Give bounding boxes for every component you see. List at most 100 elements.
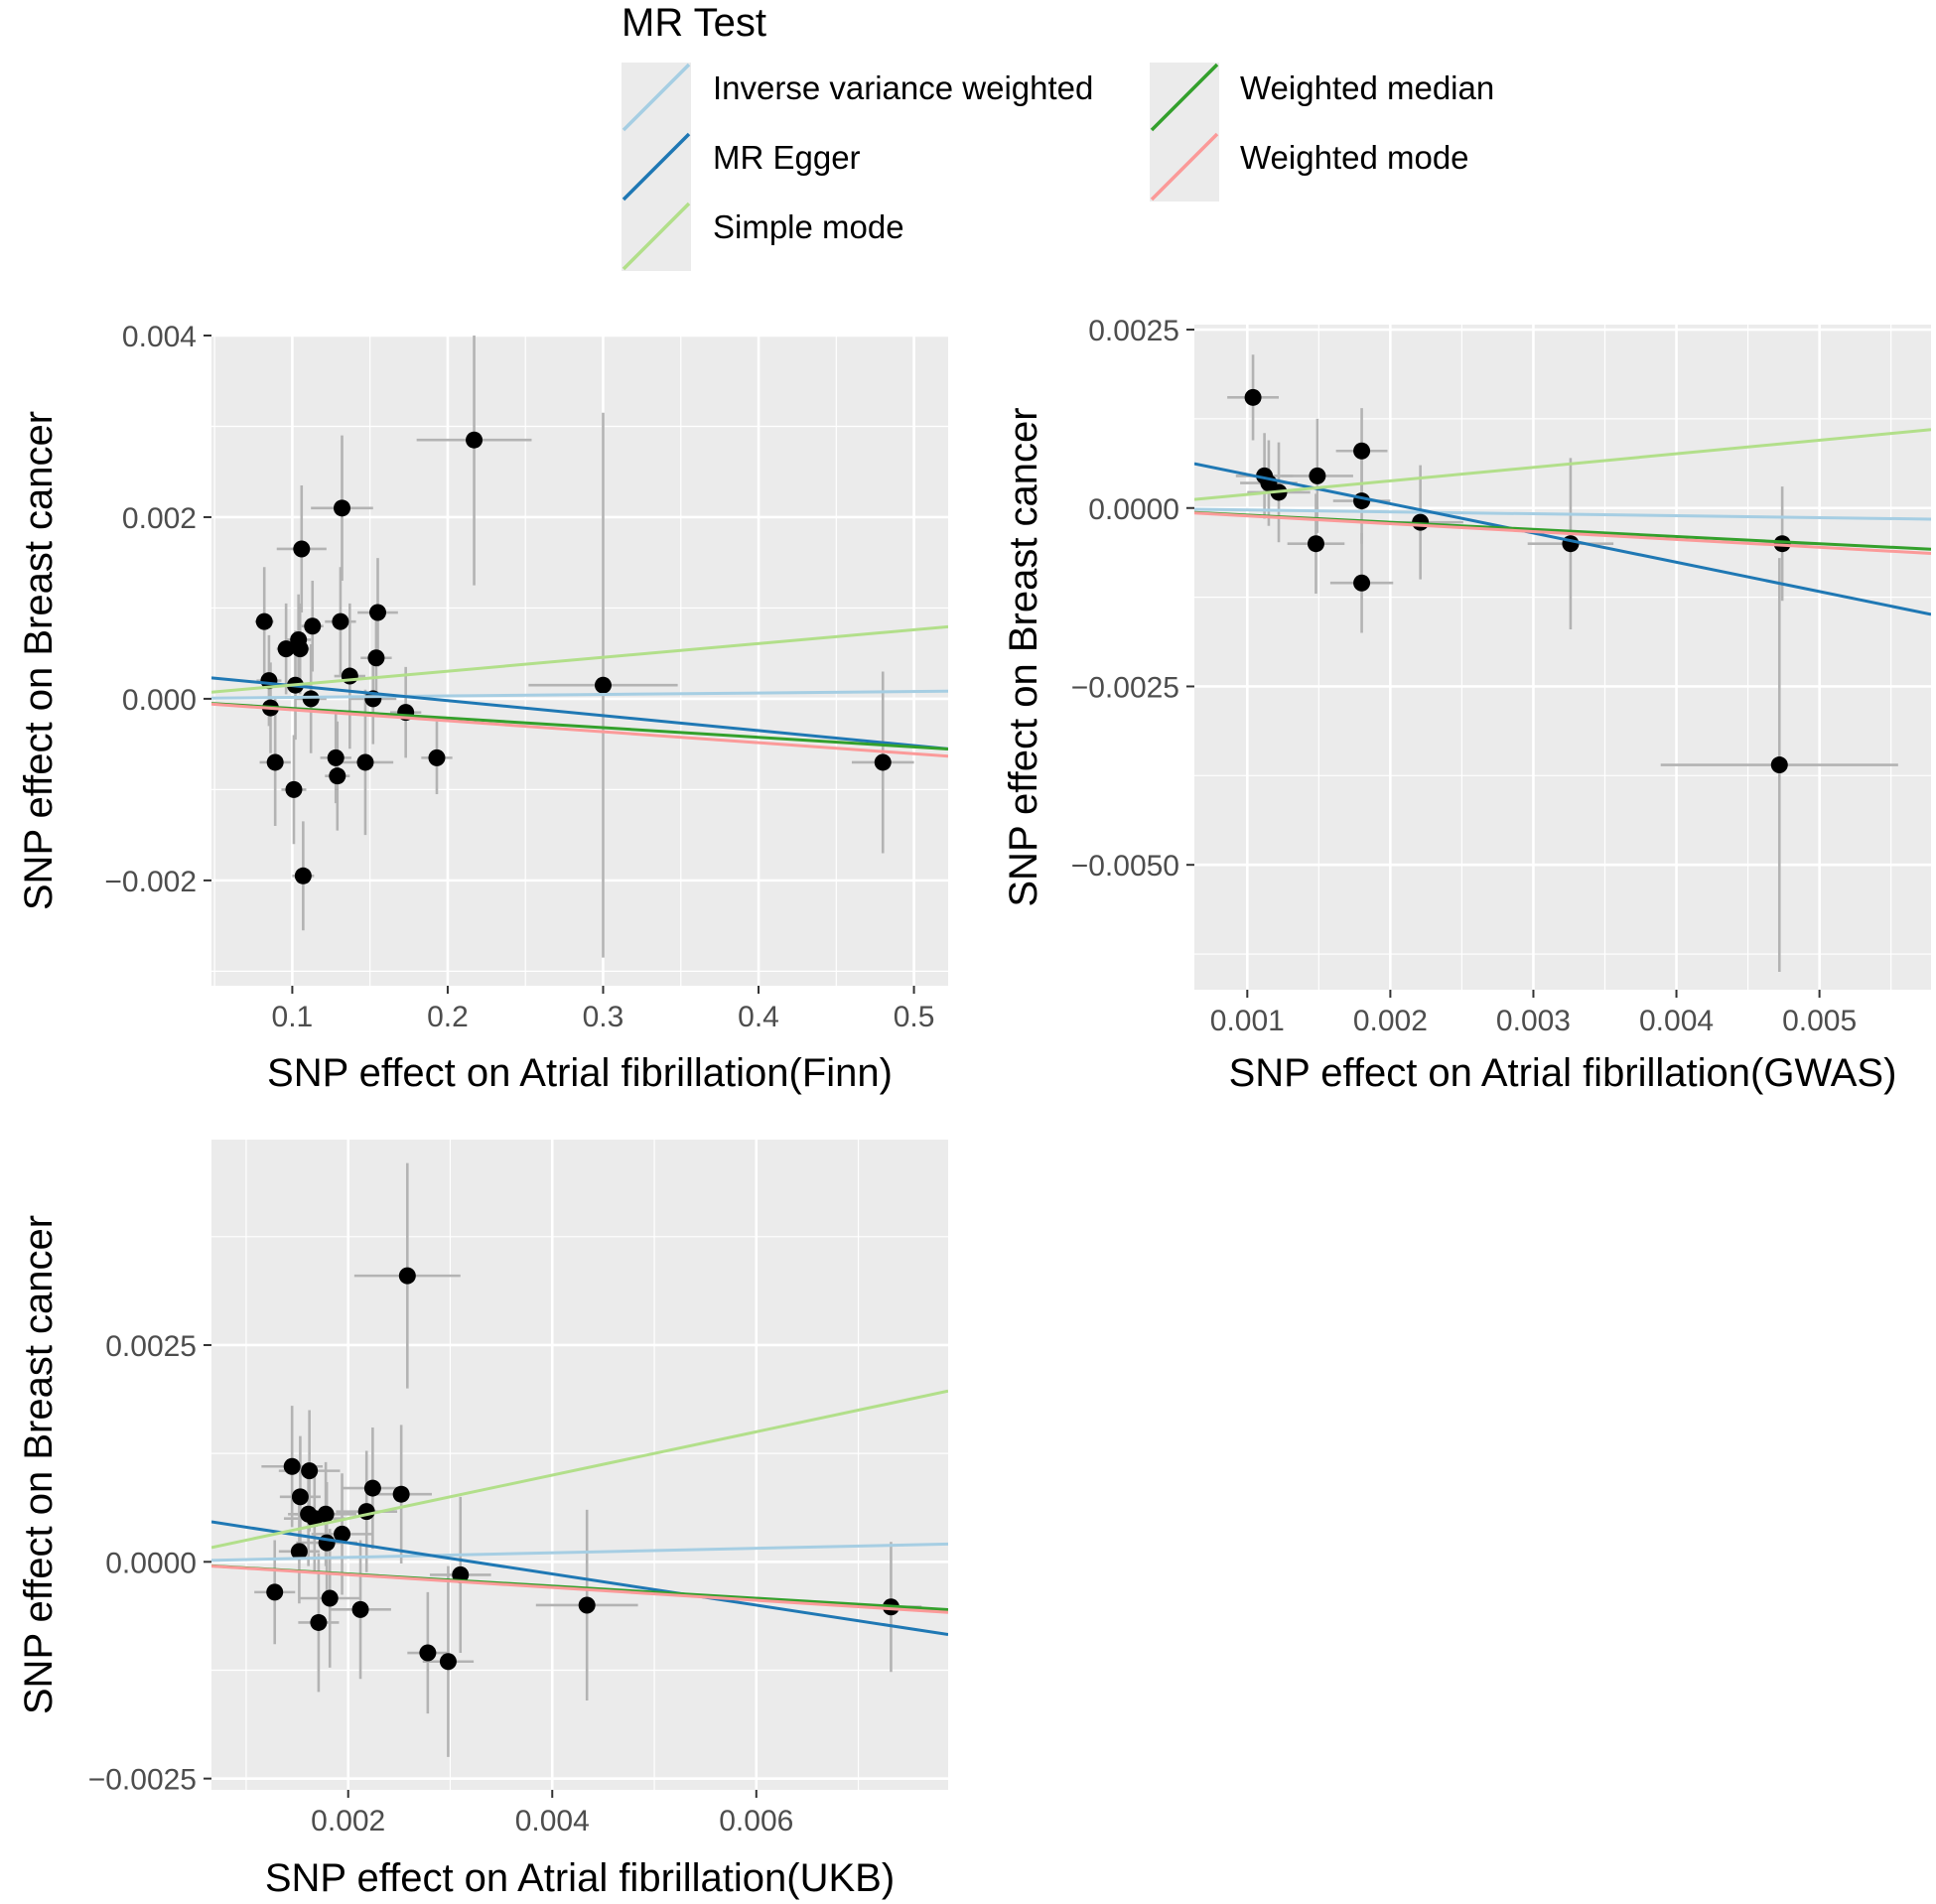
regression-line-simple-mode [1194,428,1931,501]
data-layer-ukb [211,1162,948,1757]
data-layer-finn [211,336,948,958]
y-tick-label: 0.000 [122,684,197,717]
plot-background-ukb [211,1140,948,1790]
y-tick-label: 0.004 [122,321,197,353]
data-point [368,604,386,621]
x-tick-label: 0.1 [272,1001,314,1033]
x-tick-label: 0.2 [427,1001,469,1033]
regression-line-weighted-median [211,702,948,751]
x-tick-label: 0.004 [515,1805,590,1837]
data-point [317,1505,335,1523]
data-point [1353,574,1371,592]
data-points-gwas [1244,388,1791,774]
data-point [302,690,320,708]
regression-line-inverse-variance-weighted [211,1542,948,1563]
legend-swatch-mr-egger [622,132,691,202]
data-point [294,867,312,884]
legend-item-weighted-mode: Weighted mode [1150,132,1469,202]
legend-swatch-weighted-median [1150,63,1219,132]
regression-line-simple-mode [211,624,948,694]
data-point [578,1596,596,1614]
data-point [283,1457,301,1475]
legend-label-weighted-median: Weighted median [1240,69,1494,106]
y-axis-title-ukb: SNP effect on Breast cancer [17,1215,61,1714]
data-point [327,748,345,766]
data-point [428,748,446,766]
data-point [439,1653,457,1671]
axes-finn: 0.1 0.2 0.3 0.4 0.5 −0.002 0.000 0.002 0.004 [104,321,934,1033]
y-tick-label: 0.002 [122,502,197,535]
legend-title: MR Test [622,1,766,45]
legend-label-inverse-variance-weighted: Inverse variance weighted [713,69,1093,106]
data-point [255,612,273,630]
data-point [1770,756,1788,774]
regression-lines-gwas [1194,428,1931,616]
data-point [291,1488,309,1506]
x-tick-label: 0.003 [1496,1005,1571,1037]
x-tick-label: 0.002 [311,1805,385,1837]
legend-item-mr-egger: MR Egger [622,132,861,202]
y-axis-title-finn: SNP effect on Breast cancer [17,411,61,910]
regression-line-weighted-mode [211,702,948,758]
data-point [367,649,385,667]
gridlines-gwas [1194,325,1931,990]
x-tick-label: 0.4 [738,1001,779,1033]
data-point [419,1644,437,1662]
x-tick-label: 0.005 [1782,1005,1857,1037]
regression-line-simple-mode [211,1389,948,1550]
y-axis-title-gwas: SNP effect on Breast cancer [1002,407,1045,906]
panel-gwas: 0.001 0.002 0.003 0.004 0.005 −0.0050 −0.0025 0… [1002,315,1931,1095]
gridlines-ukb [211,1140,948,1790]
x-tick-label: 0.001 [1210,1005,1285,1037]
legend-swatch-simple-mode [622,202,691,271]
y-tick-label: −0.0025 [1071,671,1179,704]
x-axis-title-gwas: SNP effect on Atrial fibrillation(GWAS) [1229,1051,1897,1095]
legend-label-simple-mode: Simple mode [713,208,904,245]
data-point [266,1583,284,1601]
data-point [321,1589,339,1607]
data-point [310,1613,328,1631]
regression-lines-finn [211,624,948,758]
panel-finn: 0.1 0.2 0.3 0.4 0.5 −0.002 0.000 0.002 0.004 SNP … [17,321,948,1095]
data-point [266,753,284,771]
y-tick-label: −0.002 [104,866,197,898]
data-point [351,1600,369,1618]
data-point [318,1534,336,1552]
data-point [301,1462,319,1480]
legend-swatch-inverse-variance-weighted [622,63,691,132]
regression-line-weighted-mode [211,1564,948,1614]
data-point [1309,467,1326,484]
legend-label-weighted-mode: Weighted mode [1240,139,1469,176]
data-point [357,1503,375,1521]
axes-ukb: 0.002 0.004 0.006 −0.0025 0.0000 0.0025 [88,1330,794,1837]
data-point [277,640,295,658]
regression-lines-ukb [211,1389,948,1637]
x-tick-label: 0.002 [1353,1005,1428,1037]
data-point [1307,535,1324,553]
y-tick-label: 0.0025 [105,1330,197,1363]
data-layer-gwas [1194,354,1931,973]
y-tick-label: −0.0025 [88,1764,197,1797]
x-tick-label: 0.5 [894,1001,935,1033]
data-point [304,617,322,635]
data-point [363,1479,381,1497]
legend-swatch-weighted-mode [1150,132,1219,202]
data-point [285,780,303,798]
data-point [290,1543,308,1561]
data-point [874,753,892,771]
y-tick-label: 0.0025 [1088,315,1179,347]
regression-line-mr-egger [211,676,948,750]
data-point [356,753,374,771]
data-point [594,676,612,694]
data-point [334,1525,351,1543]
x-tick-label: 0.004 [1639,1005,1714,1037]
x-tick-label: 0.3 [583,1001,624,1033]
regression-line-mr-egger [211,1520,948,1637]
x-axis-title-finn: SNP effect on Atrial fibrillation(Finn) [267,1051,893,1095]
y-tick-label: 0.0000 [1088,493,1179,526]
data-points-ukb [266,1267,899,1671]
legend-item-simple-mode: Simple mode [622,202,904,271]
legend: MR Test Inverse variance weighted MR Egge… [622,1,1494,271]
data-point [1353,442,1371,460]
